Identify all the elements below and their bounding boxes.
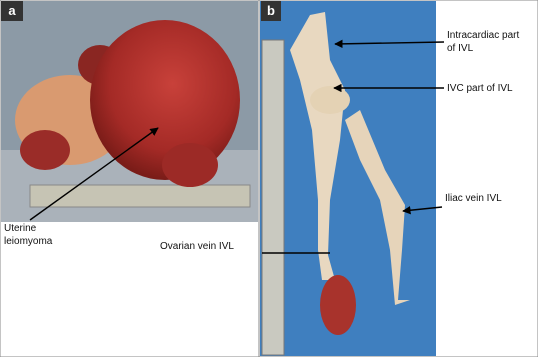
annotation: IVC part of IVL <box>447 83 513 94</box>
panel-label: b <box>267 3 275 18</box>
panel-label-box <box>261 1 281 21</box>
panel-label: a <box>8 3 16 18</box>
annotation: Ovarian vein IVL <box>160 241 234 252</box>
annotation: Uterine <box>4 223 37 234</box>
arrow <box>402 206 443 215</box>
annotation: Intracardiac part <box>447 30 519 41</box>
arrow <box>29 127 159 221</box>
photo-a <box>1 1 258 222</box>
panel-label-box <box>1 1 23 21</box>
photo-b <box>260 1 436 356</box>
annotation: Iliac vein IVL <box>445 193 502 204</box>
annotation: of IVL <box>447 43 474 54</box>
annotation: leiomyoma <box>4 236 53 247</box>
arrow <box>334 39 445 49</box>
